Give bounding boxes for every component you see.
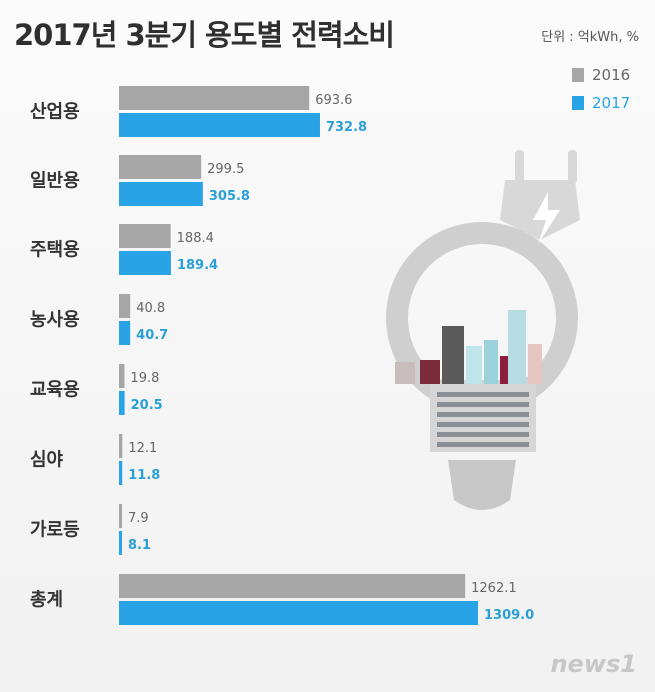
bar-2016-cat-2 (119, 224, 171, 248)
data-label-2016-cat-5: 12.1 (128, 441, 157, 456)
category-label-cat-0: 산업용 (30, 102, 80, 123)
bar-2016-cat-6 (119, 504, 122, 528)
city-buildings (395, 310, 542, 384)
data-label-2017-cat-2: 189.4 (177, 258, 218, 273)
bar-2016-cat-4 (119, 364, 125, 388)
chart-title: 2017년 3분기 용도별 전력소비 (14, 18, 395, 52)
data-label-2017-cat-5: 11.8 (128, 468, 160, 483)
bar-2016-cat-5 (119, 434, 123, 458)
data-label-2016-cat-4: 19.8 (130, 371, 159, 386)
category-label-cat-3: 농사용 (30, 310, 80, 331)
news1-logo: news1 (550, 650, 637, 678)
legend-label-2016: 2016 (592, 66, 631, 84)
plug-prong-left (515, 150, 524, 184)
unit-label: 단위 : 억kWh, % (541, 30, 639, 45)
data-label-2016-cat-1: 299.5 (207, 162, 244, 177)
bar-2017-cat-1 (119, 182, 203, 206)
bar-2017-cat-3 (119, 321, 131, 345)
bar-2016-cat-1 (119, 155, 202, 179)
bar-2017-cat-2 (119, 251, 171, 275)
bulb-base-stripes (437, 392, 529, 447)
bar-2017-cat-4 (119, 391, 125, 415)
category-label-cat-5: 심야 (30, 450, 64, 471)
category-label-cat-6: 가로등 (30, 520, 80, 541)
data-label-2016-cat-6: 7.9 (128, 511, 149, 526)
lightbulb-illustration (386, 150, 580, 510)
legend-item-2017: 2017 (572, 92, 630, 114)
bar-2016-cat-0 (119, 86, 310, 110)
legend: 2016 2017 (572, 64, 630, 120)
legend-label-2017: 2017 (592, 94, 631, 112)
data-label-2017-cat-3: 40.7 (136, 328, 168, 343)
bar-2017-cat-0 (119, 113, 320, 137)
bulb-socket (448, 460, 516, 510)
category-label-cat-2: 주택용 (30, 240, 80, 261)
legend-swatch-2017 (572, 96, 584, 110)
bar-2017-cat-6 (119, 531, 122, 555)
bars-group: 산업용 693.6 732.8 일반용 299.5 305.8 주택용 188.4 189.4 농… (30, 86, 534, 625)
data-label-2016-cat-7: 1262.1 (471, 581, 517, 596)
data-label-2016-cat-3: 40.8 (136, 301, 165, 316)
legend-item-2016: 2016 (572, 64, 630, 86)
data-label-2017-cat-0: 732.8 (326, 120, 367, 135)
bar-2017-cat-7 (119, 601, 478, 625)
lightning-icon (533, 192, 560, 244)
category-label-cat-1: 일반용 (30, 171, 80, 192)
bar-2017-cat-5 (119, 461, 123, 485)
bar-2016-cat-7 (119, 574, 466, 598)
data-label-2016-cat-0: 693.6 (315, 93, 352, 108)
bar-2016-cat-3 (119, 294, 131, 318)
data-label-2017-cat-1: 305.8 (209, 189, 250, 204)
data-label-2017-cat-4: 20.5 (131, 398, 163, 413)
legend-swatch-2016 (572, 68, 584, 82)
plug-prong-right (568, 150, 577, 184)
category-label-cat-4: 교육용 (30, 380, 80, 401)
data-label-2016-cat-2: 188.4 (177, 231, 214, 246)
data-label-2017-cat-6: 8.1 (128, 538, 151, 553)
category-label-cat-7: 총계 (30, 590, 63, 611)
data-label-2017-cat-7: 1309.0 (484, 608, 534, 623)
